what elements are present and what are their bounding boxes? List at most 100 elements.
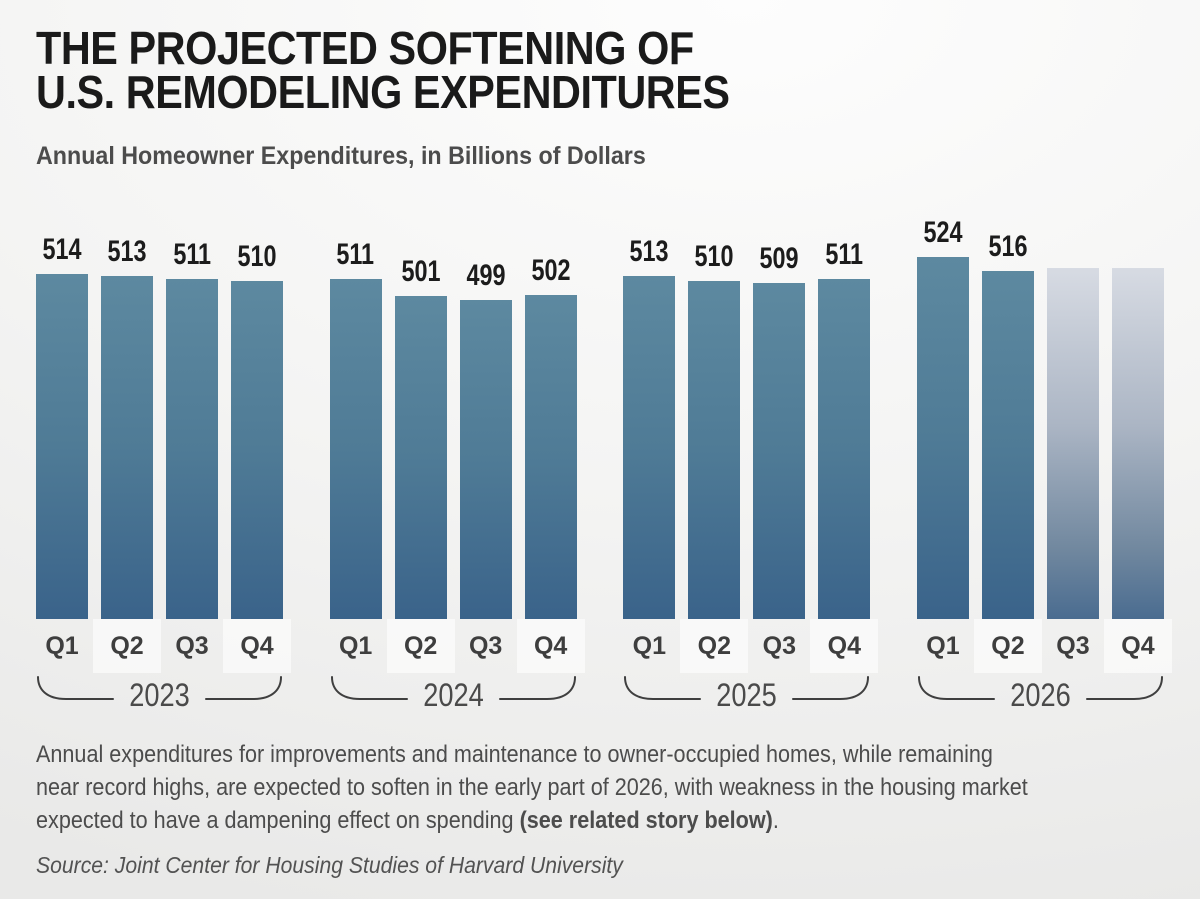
chart-groups: 514 513 511 510 Q1 Q2 Q3 Q4 2023 511 501 499 502 Q1 Q2… [36,216,1172,713]
bar-column-2025-Q3: 509 [753,242,806,619]
quarter-label-2024-Q1: Q1 [338,631,373,660]
annotation-line-3-period: . [772,807,779,834]
bar-value-label-2025-Q1: 513 [629,235,669,268]
bar-value-label-2024-Q4: 502 [531,254,571,287]
bar-value-label-2023-Q1: 514 [42,233,82,266]
bar-group-2026: 524 516 Q1 Q2 Q3 Q4 2026 [916,216,1172,713]
quarter-cell-2025-Q1: Q1 [623,619,675,673]
quarter-cell-2024-Q1: Q1 [330,619,382,673]
year-label-2025: 2025 [716,677,778,713]
year-bracket-2024: 2024 [330,674,577,713]
bar-2025-Q2 [688,281,741,619]
quarter-cell-2025-Q4: Q4 [810,619,879,673]
annotation-line-3: expected to have a dampening effect on s… [36,804,1051,837]
bar-2026-Q1 [916,257,969,619]
quarter-cell-2026-Q4: Q4 [1103,619,1172,673]
quarter-cell-2024-Q3: Q3 [460,619,512,673]
quarter-cell-2024-Q2: Q2 [386,619,455,673]
bar-2025-Q4 [818,279,871,619]
bar-2024-Q1 [329,279,382,619]
quarter-label-row-2025: Q1 Q2 Q3 Q4 [623,619,879,673]
annotation-line-3-regular: expected to have a dampening effect on s… [36,807,520,834]
year-label-2023: 2023 [129,677,190,713]
quarter-cell-2025-Q2: Q2 [680,619,749,673]
page-title-line-1: THE PROJECTED SOFTENING OF [36,22,694,74]
bar-value-label-2024-Q2: 501 [401,255,441,288]
bar-value-label-2025-Q4: 511 [825,238,864,271]
bracket-curve [917,676,1163,700]
quarter-cell-2024-Q4: Q4 [516,619,585,673]
quarter-cell-2026-Q3: Q3 [1047,619,1099,673]
bar-2023-Q2 [101,276,153,619]
chart-subtitle: Annual Homeowner Expenditures, in Billio… [36,142,646,170]
bar-group-2023: 514 513 511 510 Q1 Q2 Q3 Q4 2023 [36,223,291,713]
bar-column-2024-Q4: 502 [524,254,577,619]
bar-value-label-2025-Q3: 509 [759,242,799,275]
source-credit: Source: Joint Center for Housing Studies… [36,852,623,878]
bar-value-label-2023-Q4: 510 [237,240,277,273]
bar-2025-Q1 [623,276,676,619]
bar-column-2023-Q1: 514 [36,233,88,619]
bar-column-2026-Q2: 516 [981,230,1034,619]
annotation-line-1: Annual expenditures for improvements and… [36,741,993,768]
quarter-label-2025-Q1: Q1 [632,631,666,660]
projected-bar-2026-Q3 [1046,268,1099,619]
quarter-label-row-2026: Q1 Q2 Q3 Q4 [917,619,1172,673]
bars-row-2023: 514 513 511 510 [36,223,283,619]
bar-2023-Q3 [166,279,218,619]
quarter-label-2024-Q3: Q3 [468,631,503,660]
bar-column-2026-Q1: 524 [916,216,969,619]
bar-value-label-2026-Q1: 524 [923,216,963,249]
bar-2023-Q1 [36,274,88,619]
bar-value-label-2026-Q2: 516 [988,230,1028,263]
bar-column-2024-Q2: 501 [394,255,447,619]
quarter-label-2025-Q3: Q3 [762,631,796,660]
bracket-curve [37,676,282,700]
quarter-label-2026-Q3: Q3 [1056,631,1090,660]
bar-2023-Q4 [231,281,283,619]
quarter-cell-2023-Q3: Q3 [166,619,218,673]
bar-value-label-2025-Q2: 510 [694,240,734,273]
footer: Annual expenditures for improvements and… [36,738,1164,879]
bar-column-2026-Q4 [1111,261,1164,619]
quarter-label-2026-Q2: Q2 [991,631,1025,660]
quarter-label-2024-Q2: Q2 [403,631,438,660]
page-title-line-2: U.S. REMODELING EXPENDITURES [36,66,730,118]
bar-2024-Q3 [459,300,512,619]
bars-row-2024: 511 501 499 502 [329,223,577,619]
quarter-label-2023-Q4: Q4 [240,631,274,660]
bar-column-2026-Q3 [1046,261,1099,619]
bars-row-2026: 524 516 [916,216,1164,619]
quarter-label-2023-Q3: Q3 [175,631,209,660]
bar-2026-Q2 [981,271,1034,619]
quarter-label-row-2024: Q1 Q2 Q3 Q4 [330,619,585,673]
quarter-label-row-2023: Q1 Q2 Q3 Q4 [36,619,291,673]
quarter-cell-2023-Q4: Q4 [223,619,291,673]
bar-column-2023-Q4: 510 [231,240,283,619]
bar-2025-Q3 [753,283,806,619]
bar-column-2024-Q1: 511 [329,238,382,619]
quarter-label-2026-Q4: Q4 [1121,631,1155,660]
quarter-label-2025-Q2: Q2 [697,631,731,660]
bar-2024-Q4 [524,295,577,619]
bars-row-2025: 513 510 509 511 [623,223,871,619]
quarter-label-2025-Q4: Q4 [827,631,861,660]
quarter-label-2024-Q4: Q4 [533,631,568,660]
bar-value-label-2023-Q2: 513 [107,235,147,268]
year-bracket-2025: 2025 [623,674,870,713]
annotation-line-2: near record highs, are expected to softe… [36,774,1028,801]
bar-column-2023-Q2: 513 [101,235,153,619]
bar-column-2025-Q1: 513 [623,235,676,619]
bar-column-2025-Q4: 511 [818,238,871,619]
quarter-cell-2025-Q3: Q3 [753,619,805,673]
quarter-cell-2026-Q1: Q1 [917,619,969,673]
bar-value-label-2024-Q1: 511 [336,238,375,271]
header: THE PROJECTED SOFTENING OF U.S. REMODELI… [0,0,1200,171]
projected-bar-2026-Q4 [1111,268,1164,619]
bar-2024-Q2 [394,296,447,619]
year-bracket-2026: 2026 [917,674,1164,713]
year-label-2024: 2024 [422,677,484,713]
quarter-label-2023-Q2: Q2 [110,631,144,660]
bar-column-2023-Q3: 511 [166,238,218,619]
